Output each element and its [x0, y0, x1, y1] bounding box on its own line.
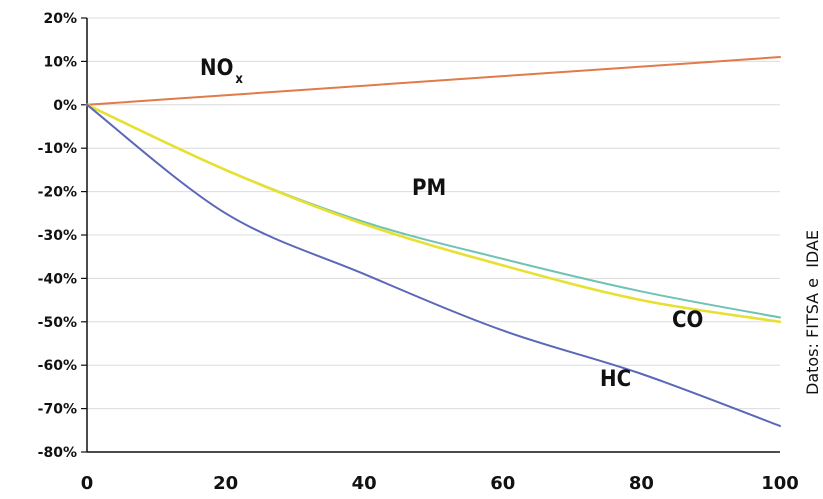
y-tick-label: -80%	[38, 445, 77, 461]
y-tick-label: 20%	[43, 11, 77, 27]
y-tick-label: -30%	[38, 228, 77, 244]
x-tick-label: 40	[352, 473, 377, 494]
series-line-no	[86, 56, 781, 106]
series-line-pm	[86, 103, 781, 319]
series-line-co	[85, 103, 782, 324]
source-note: Datos: FITSA e IDAE	[803, 229, 822, 395]
y-tick-label: -70%	[38, 402, 77, 418]
y-tick-label: 0%	[53, 98, 77, 114]
y-tick-label: -10%	[38, 141, 77, 157]
x-tick-label: 60	[490, 473, 515, 494]
series-label-co: CO	[672, 308, 703, 333]
series-label-no: NO x	[200, 56, 243, 87]
x-tick-label: 100	[761, 473, 799, 494]
x-tick-label: 20	[213, 473, 238, 494]
series-label-pm: PM	[412, 176, 446, 201]
y-tick-label: -50%	[38, 315, 77, 331]
series-lines	[85, 56, 782, 427]
x-tick-label: 0	[81, 473, 94, 494]
y-tick-label: -40%	[38, 271, 77, 287]
y-tick-label: 10%	[43, 54, 77, 70]
series-line-hc	[86, 103, 781, 427]
series-labels: NO x PM CO HC	[200, 56, 703, 392]
series-label-hc: HC	[600, 367, 631, 392]
y-axis-ticks: 20% 10% 0% -10% -20% -30% -40% -50% -60% -70% -80%	[38, 11, 87, 461]
y-tick-label: -60%	[38, 358, 77, 374]
x-axis-ticks: 0 20 40 60 80 100	[81, 473, 799, 494]
grid	[87, 17, 780, 453]
y-tick-label: -20%	[38, 185, 77, 201]
x-tick-label: 80	[629, 473, 654, 494]
